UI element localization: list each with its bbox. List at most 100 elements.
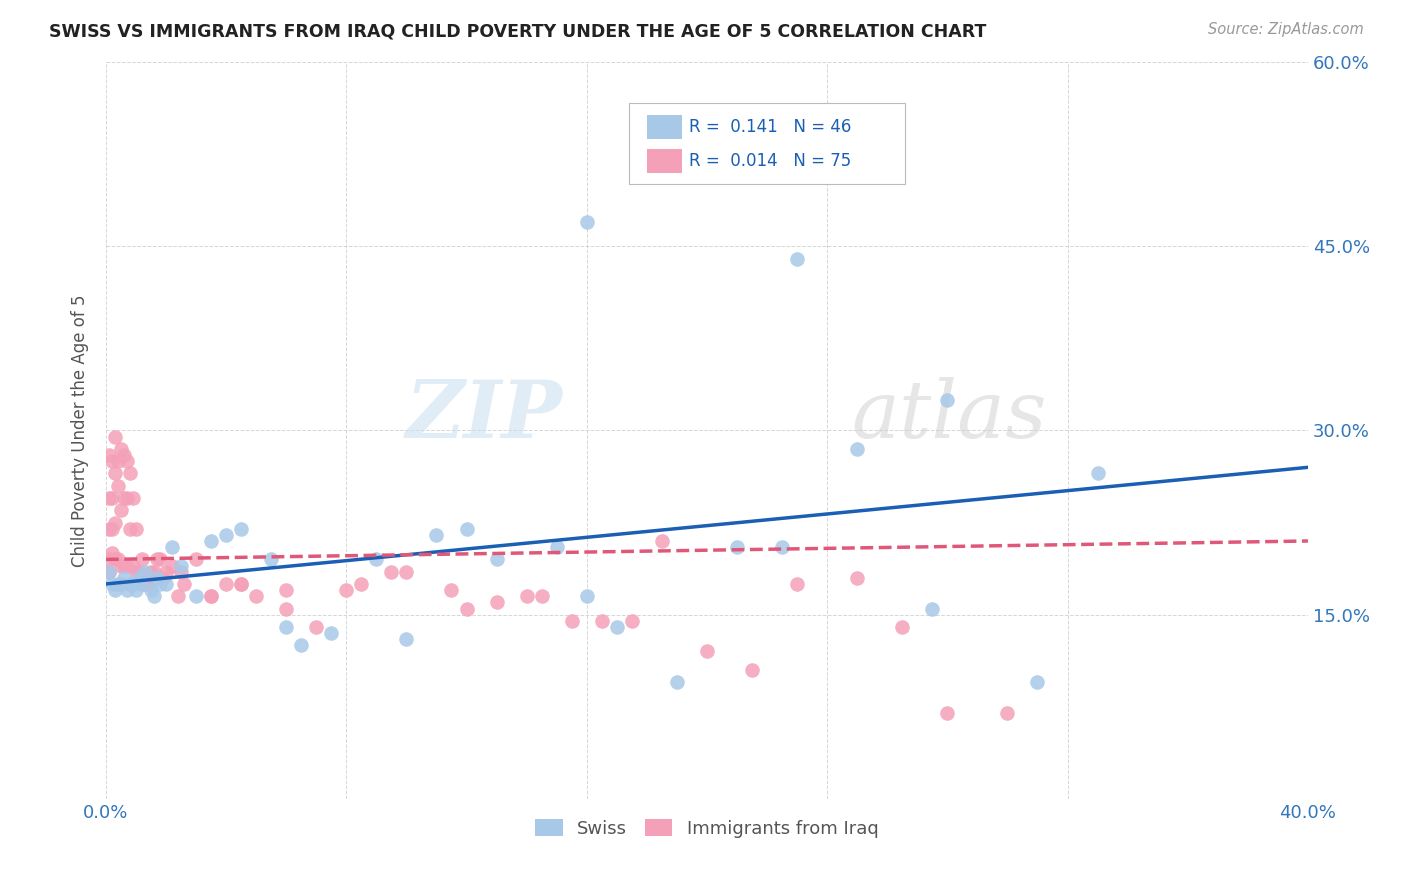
Point: [110, 577, 132, 591]
Point: [128, 565, 150, 579]
Point: [651, 533, 673, 548]
Point: [305, 620, 328, 634]
Point: [143, 589, 166, 603]
Point: [134, 565, 156, 579]
Text: atlas: atlas: [851, 377, 1046, 455]
Point: [110, 558, 132, 573]
Point: [665, 675, 688, 690]
Point: [1026, 675, 1049, 690]
Point: [115, 558, 138, 573]
Point: [173, 577, 195, 591]
Point: [160, 540, 183, 554]
Point: [290, 638, 312, 652]
Point: [380, 565, 402, 579]
Point: [696, 644, 718, 658]
Point: [149, 552, 172, 566]
Point: [485, 595, 508, 609]
Point: [170, 558, 193, 573]
Point: [155, 565, 177, 579]
Point: [101, 577, 124, 591]
Text: R =  0.014   N = 75: R = 0.014 N = 75: [689, 152, 851, 169]
Point: [741, 663, 763, 677]
Point: [104, 583, 127, 598]
Point: [125, 522, 148, 536]
Point: [620, 614, 643, 628]
Point: [97, 552, 120, 566]
Point: [107, 552, 129, 566]
Point: [786, 252, 808, 266]
Point: [152, 571, 174, 585]
Point: [215, 528, 238, 542]
Point: [276, 601, 298, 615]
Point: [115, 583, 138, 598]
Point: [101, 522, 124, 536]
Point: [395, 632, 418, 647]
Point: [134, 577, 156, 591]
Point: [575, 589, 598, 603]
Point: [104, 516, 127, 530]
Point: [456, 522, 478, 536]
Point: [770, 540, 793, 554]
Point: [104, 467, 127, 481]
Point: [231, 522, 253, 536]
Point: [936, 392, 959, 407]
Point: [921, 601, 943, 615]
Point: [97, 565, 120, 579]
Text: R =  0.141   N = 46: R = 0.141 N = 46: [689, 118, 851, 136]
Point: [516, 589, 538, 603]
Point: [112, 571, 135, 585]
Point: [321, 626, 343, 640]
Point: [101, 546, 124, 560]
Text: SWISS VS IMMIGRANTS FROM IRAQ CHILD POVERTY UNDER THE AGE OF 5 CORRELATION CHART: SWISS VS IMMIGRANTS FROM IRAQ CHILD POVE…: [49, 22, 987, 40]
Point: [591, 614, 613, 628]
Point: [184, 589, 207, 603]
Point: [155, 577, 177, 591]
Point: [131, 552, 153, 566]
Point: [200, 533, 222, 548]
Legend: Swiss, Immigrants from Iraq: Swiss, Immigrants from Iraq: [529, 812, 886, 845]
Point: [112, 558, 135, 573]
Point: [485, 552, 508, 566]
Point: [107, 577, 129, 591]
Point: [125, 565, 148, 579]
FancyBboxPatch shape: [628, 103, 905, 184]
Point: [122, 491, 145, 505]
Point: [575, 215, 598, 229]
Point: [200, 589, 222, 603]
Point: [245, 589, 267, 603]
Point: [125, 583, 148, 598]
Point: [160, 558, 183, 573]
Point: [170, 565, 193, 579]
Point: [110, 442, 132, 456]
Point: [131, 577, 153, 591]
Point: [456, 601, 478, 615]
Point: [128, 571, 150, 585]
Point: [440, 583, 463, 598]
Point: [112, 448, 135, 462]
Point: [200, 589, 222, 603]
Point: [107, 479, 129, 493]
Point: [260, 552, 283, 566]
Point: [97, 565, 120, 579]
Point: [143, 565, 166, 579]
Point: [606, 620, 628, 634]
Point: [97, 491, 120, 505]
Point: [107, 454, 129, 468]
Point: [146, 552, 169, 566]
Point: [112, 491, 135, 505]
Point: [104, 552, 127, 566]
Point: [231, 577, 253, 591]
Point: [139, 583, 162, 598]
Point: [350, 577, 373, 591]
Point: [997, 706, 1019, 720]
Point: [276, 620, 298, 634]
Point: [846, 571, 869, 585]
Point: [104, 429, 127, 443]
FancyBboxPatch shape: [647, 115, 682, 139]
Point: [149, 577, 172, 591]
Point: [725, 540, 748, 554]
Point: [101, 454, 124, 468]
Point: [530, 589, 553, 603]
Point: [276, 583, 298, 598]
Point: [215, 577, 238, 591]
